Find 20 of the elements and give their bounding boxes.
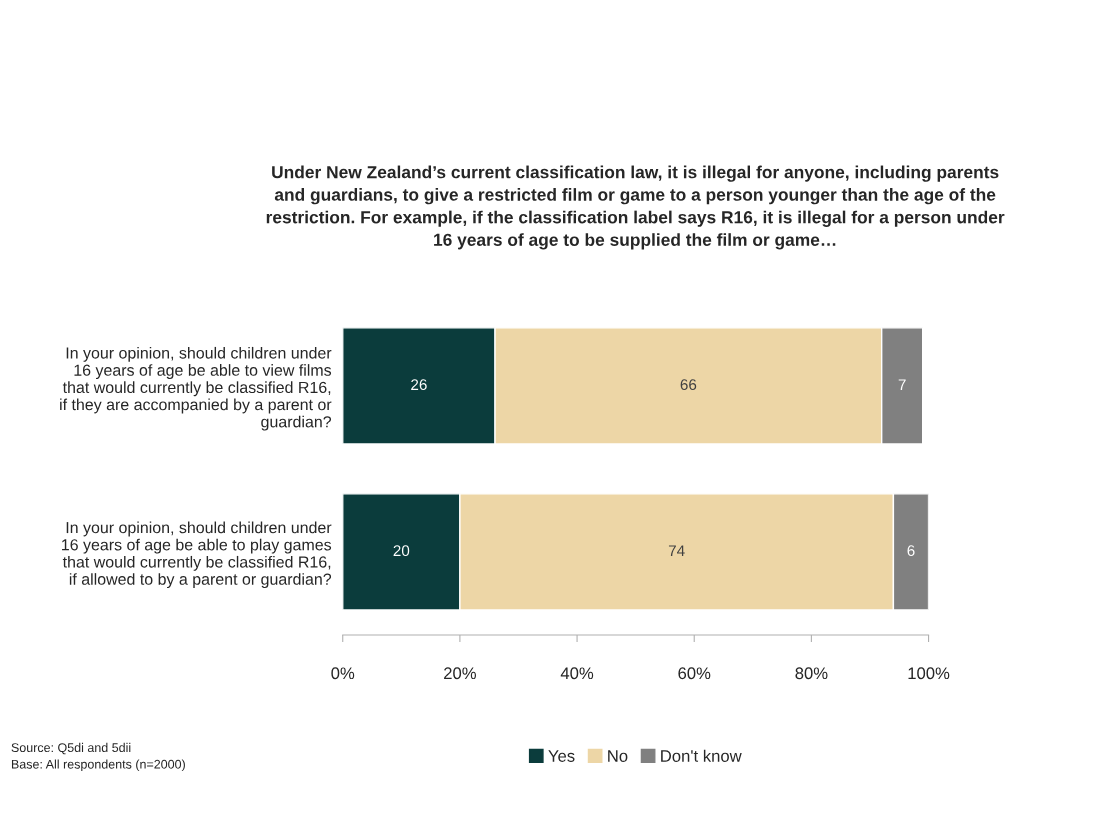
text: Base: All respondents (n=2000): [11, 759, 185, 772]
data-label: 26: [411, 379, 427, 391]
y-tick-label: In your opinion, should children under 16 years of age be able to view films that would currently be classified R16, if they are accompanied by a parent or guardian?: [60, 346, 332, 431]
chart-title: Under New Zealand’s current classification law, it is illegal for anyone, including parents and guardians, to give a restricted film or game to a person younger than the age of the restriction. For example, if the classification label says R16, it is illegal for a person under 16 years of age to be supplied the film or game…: [266, 165, 1005, 250]
data-label: 74: [668, 545, 685, 556]
data-label: 6: [907, 545, 915, 557]
x-tick-label: 60%: [678, 667, 711, 680]
x-tick-label: 40%: [560, 667, 594, 680]
source-note: Source: Q5di and 5dii: [11, 742, 131, 755]
x-tick-label: 100%: [908, 667, 950, 680]
x-tick-label: 80%: [795, 667, 828, 680]
data-label: 66: [680, 379, 697, 391]
data-label: 7: [898, 379, 906, 390]
x-tick-label: 20%: [444, 667, 476, 680]
y-tick-label: In your opinion, should children under 16 years of age be able to play games that would currently be classified R16, if allowed to by a parent or guardian?: [62, 521, 332, 589]
x-tick-label: 0%: [331, 667, 355, 680]
legend-label: No: [608, 750, 628, 762]
legend-label: Don't know: [661, 749, 742, 762]
legend-label: Yes: [548, 750, 575, 762]
data-label: 20: [393, 545, 410, 557]
